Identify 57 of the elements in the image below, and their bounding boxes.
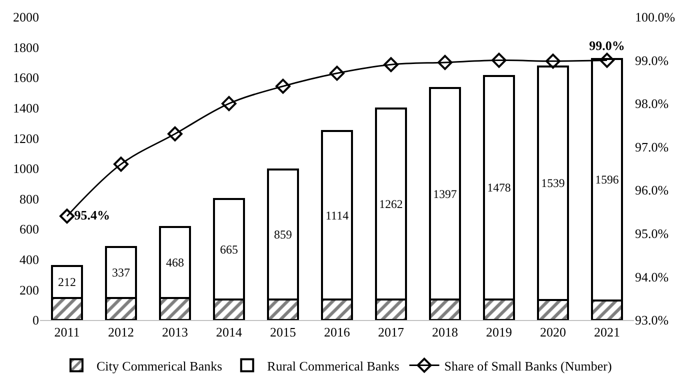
x-tick-label: 2012 xyxy=(108,324,134,340)
y2-tick-label: 95.0% xyxy=(635,226,669,241)
data-label: 1539 xyxy=(541,176,565,190)
data-label: 337 xyxy=(112,266,130,280)
y-tick-label: 1000 xyxy=(13,161,39,176)
data-label: 1262 xyxy=(379,197,403,212)
data-label: 95.4% xyxy=(74,207,110,222)
y-tick-label: 600 xyxy=(20,222,39,237)
data-label: 468 xyxy=(166,256,184,270)
point xyxy=(384,57,398,72)
data-label: 1114 xyxy=(325,208,349,222)
x-tick-label: 2015 xyxy=(270,324,296,340)
point xyxy=(276,78,290,94)
data-label: 99.0% xyxy=(589,38,625,53)
data-label: 1596 xyxy=(595,172,619,187)
data-label: 212 xyxy=(58,275,76,290)
point xyxy=(330,66,344,81)
y2-tick-label: 93.0% xyxy=(635,312,669,328)
y2-tick-label: 97.0% xyxy=(635,139,669,154)
text: City Commerical Banks xyxy=(96,358,222,374)
point xyxy=(222,96,236,112)
x-tick-label: 2011 xyxy=(54,324,80,340)
x-tick-label: 2013 xyxy=(162,324,188,340)
y-tick-label: 200 xyxy=(20,282,39,298)
y2-tick-label: 99.0% xyxy=(635,52,669,68)
y2-tick-label: 94.0% xyxy=(635,269,669,284)
point xyxy=(168,126,182,142)
y-tick-label: 0 xyxy=(32,312,39,328)
y2-tick-label: 96.0% xyxy=(635,182,669,198)
x-tick-label: 2018 xyxy=(432,324,458,340)
y-tick-label: 800 xyxy=(20,191,39,206)
point xyxy=(492,52,506,68)
y-tick-label: 1800 xyxy=(13,40,39,55)
y-tick-label: 1200 xyxy=(13,130,39,146)
data-label: 665 xyxy=(220,242,238,256)
y-tick-label: 1600 xyxy=(13,70,39,86)
point xyxy=(546,54,560,69)
x-tick-label: 2019 xyxy=(486,324,512,340)
y2-tick-label: 98.0% xyxy=(635,96,669,112)
x-tick-label: 2016 xyxy=(324,324,350,340)
data-label: 859 xyxy=(274,228,292,242)
legend-label: Rural Commerical Banks xyxy=(267,358,400,374)
x-tick-label: 2017 xyxy=(378,324,404,340)
point xyxy=(60,208,74,224)
legend-label: Share of Small Banks (Number) xyxy=(444,358,612,374)
point xyxy=(438,54,452,70)
data-label: 1397 xyxy=(433,186,457,201)
point xyxy=(600,52,614,68)
x-tick-label: 2021 xyxy=(594,324,620,340)
y-tick-label: 400 xyxy=(20,252,39,267)
data-label: 1478 xyxy=(487,180,511,195)
x-tick-label: 2020 xyxy=(540,324,566,340)
y-tick-label: 1400 xyxy=(13,100,39,116)
y-tick-label: 2000 xyxy=(13,10,39,25)
x-tick-label: 2014 xyxy=(216,324,242,340)
y2-tick-label: 100.0% xyxy=(635,10,676,25)
point xyxy=(114,156,128,172)
